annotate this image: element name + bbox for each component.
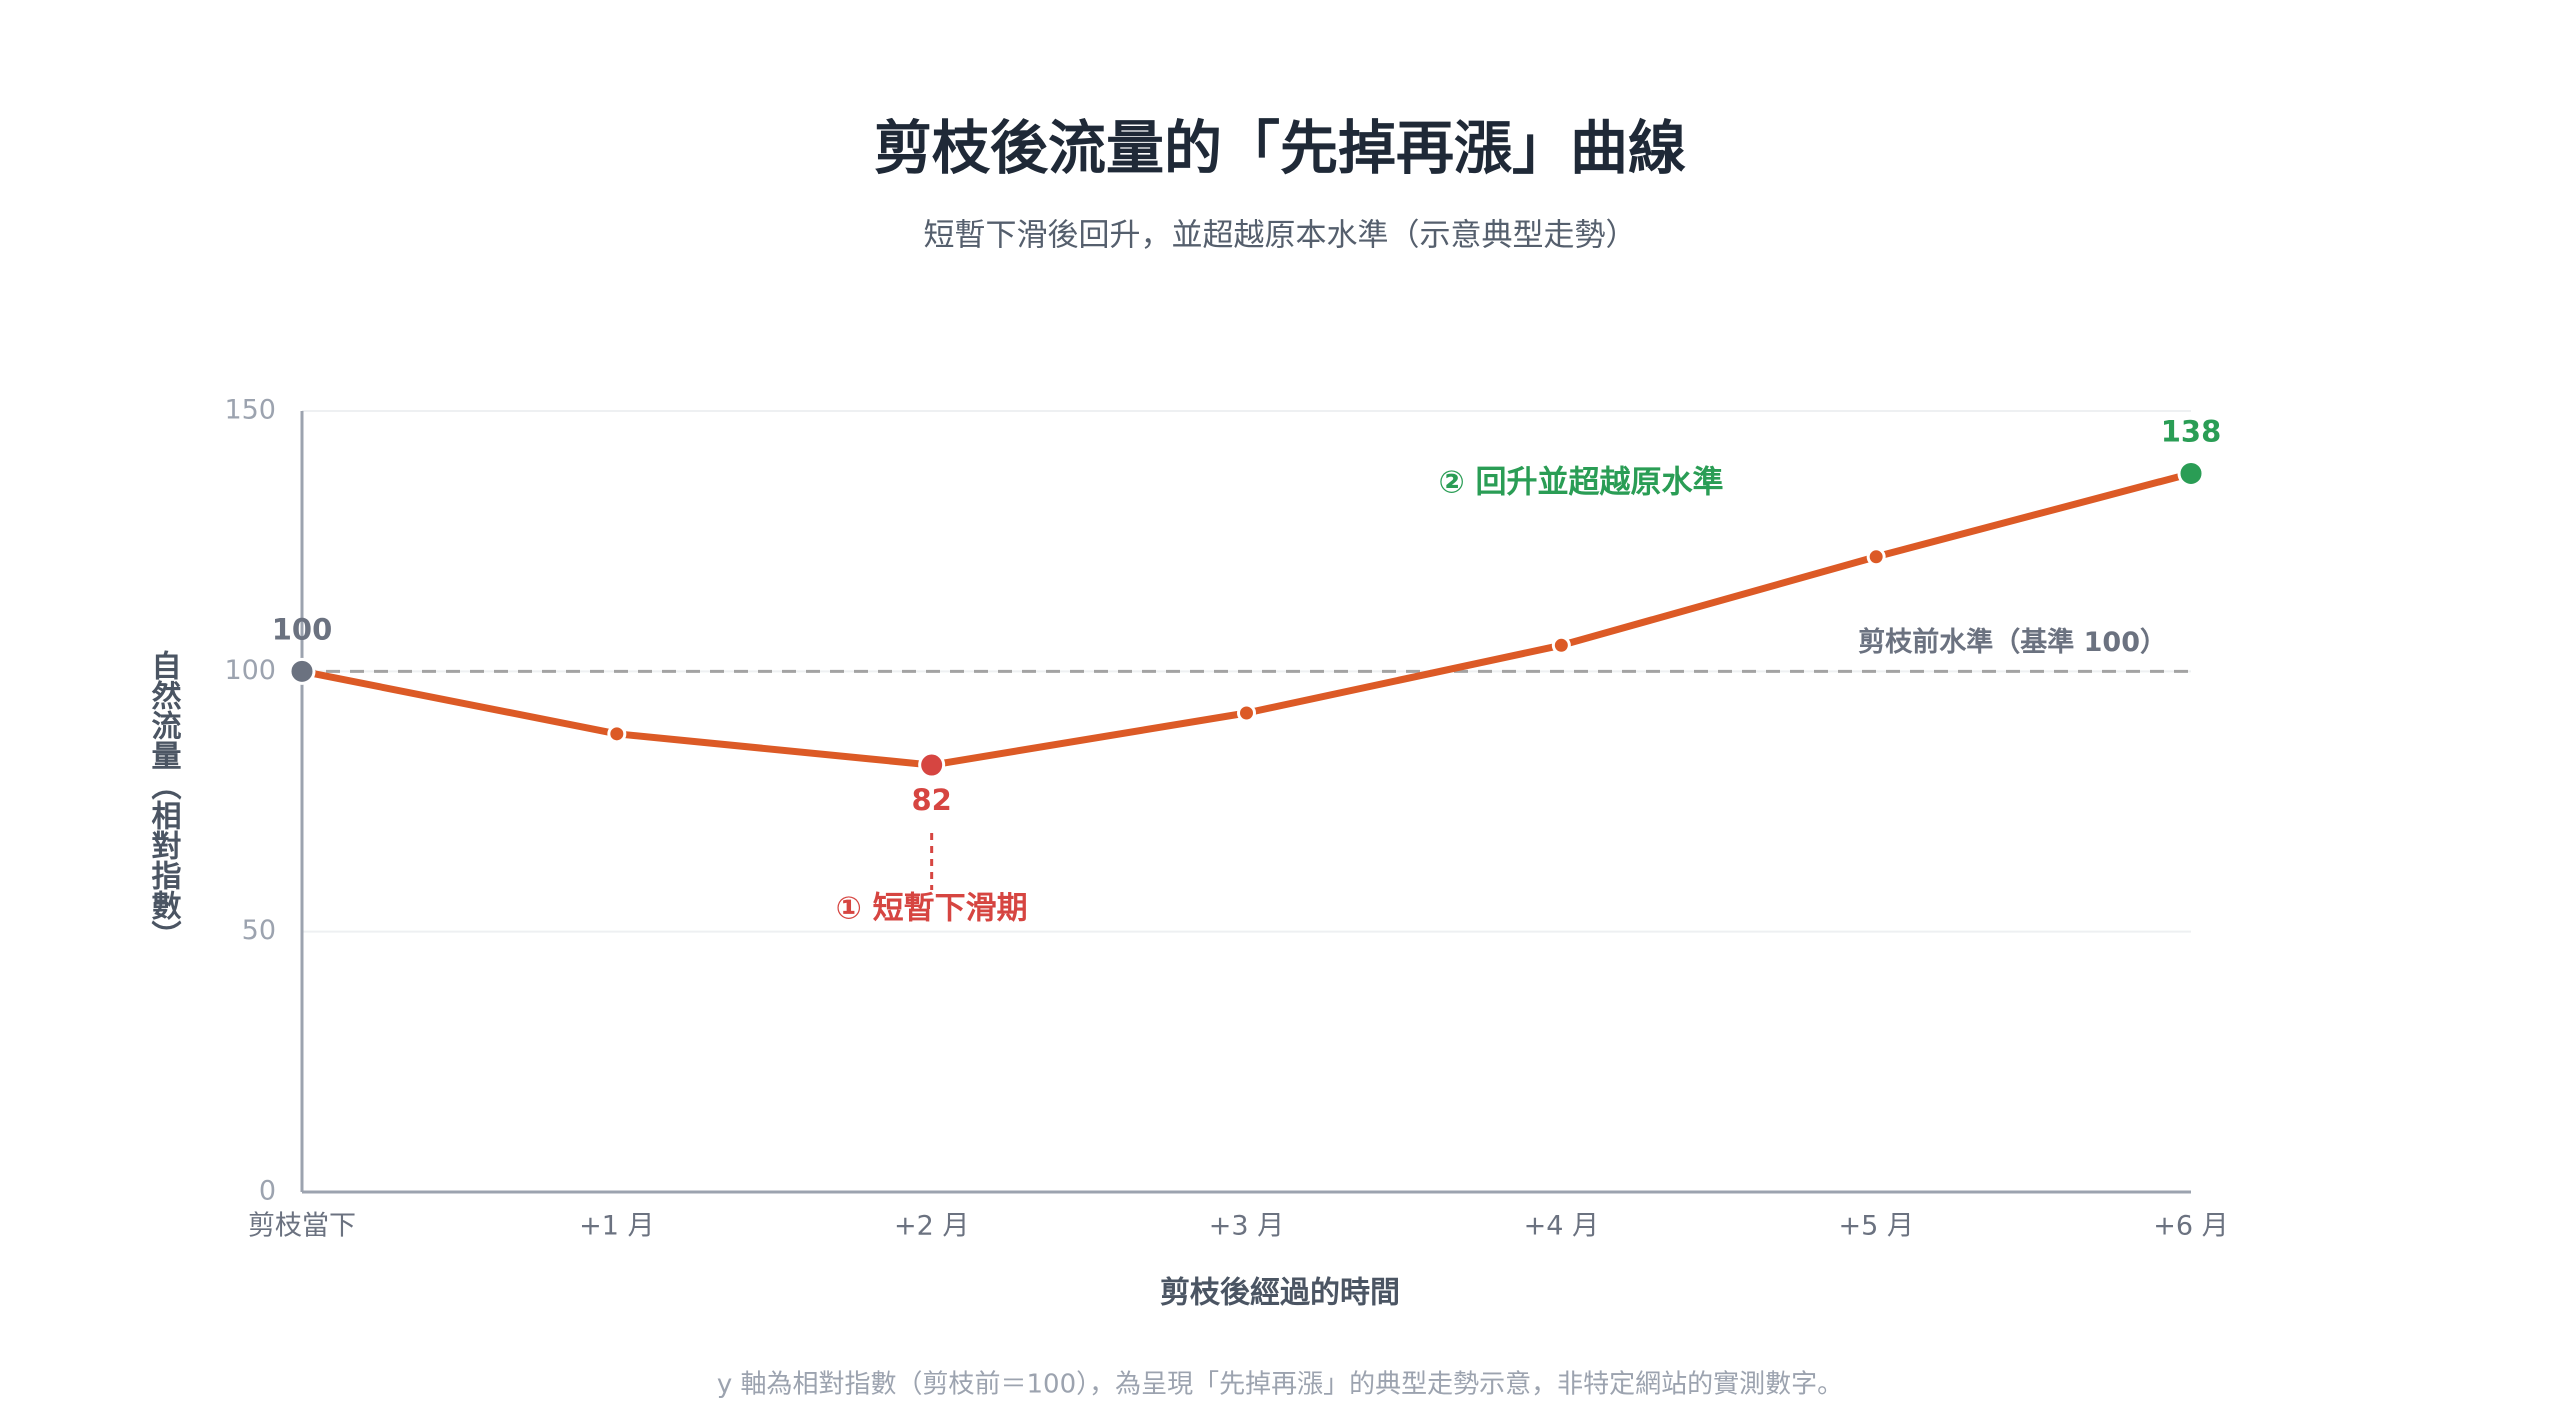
data-point (1237, 703, 1256, 723)
y-tick-label: 0 (259, 1176, 276, 1207)
footnote: y 軸為相對指數（剪枝前＝100），為呈現「先掉再漲」的典型走勢示意，非特定網站… (717, 1370, 1843, 1400)
x-tick-label: +1 月 (579, 1211, 654, 1242)
annotation: ① 短暫下滑期 (836, 891, 1028, 927)
chart-subtitle: 短暫下滑後回升，並超越原本水準（示意典型走勢） (924, 218, 1637, 254)
data-label: 100 (272, 612, 333, 646)
y-axis-label: 自然流量（相對指數） (146, 650, 182, 950)
chart-title: 剪枝後流量的「先掉再漲」曲線 (874, 114, 1686, 182)
data-point (288, 657, 316, 685)
reference-label: 剪枝前水準（基準 100） (1858, 626, 2167, 658)
data-point (918, 751, 946, 779)
data-point (1866, 547, 1886, 567)
x-tick-label: +4 月 (1524, 1211, 1599, 1242)
x-tick-label: +6 月 (2153, 1211, 2228, 1242)
annotation: ② 回升並超越原水準 (1438, 465, 1723, 501)
data-point (2177, 459, 2205, 487)
data-label: 82 (911, 783, 951, 817)
x-tick-label: +3 月 (1209, 1211, 1284, 1242)
data-point (607, 724, 627, 744)
y-tick-label: 100 (224, 655, 276, 686)
data-point (1551, 635, 1571, 655)
y-tick-label: 50 (242, 915, 276, 946)
x-axis-label: 剪枝後經過的時間 (1160, 1276, 1400, 1311)
data-label: 138 (2161, 414, 2222, 448)
x-tick-label: +5 月 (1838, 1211, 1913, 1242)
y-tick-label: 150 (224, 395, 276, 426)
x-tick-label: +2 月 (894, 1211, 969, 1242)
x-tick-label: 剪枝當下 (248, 1211, 356, 1242)
